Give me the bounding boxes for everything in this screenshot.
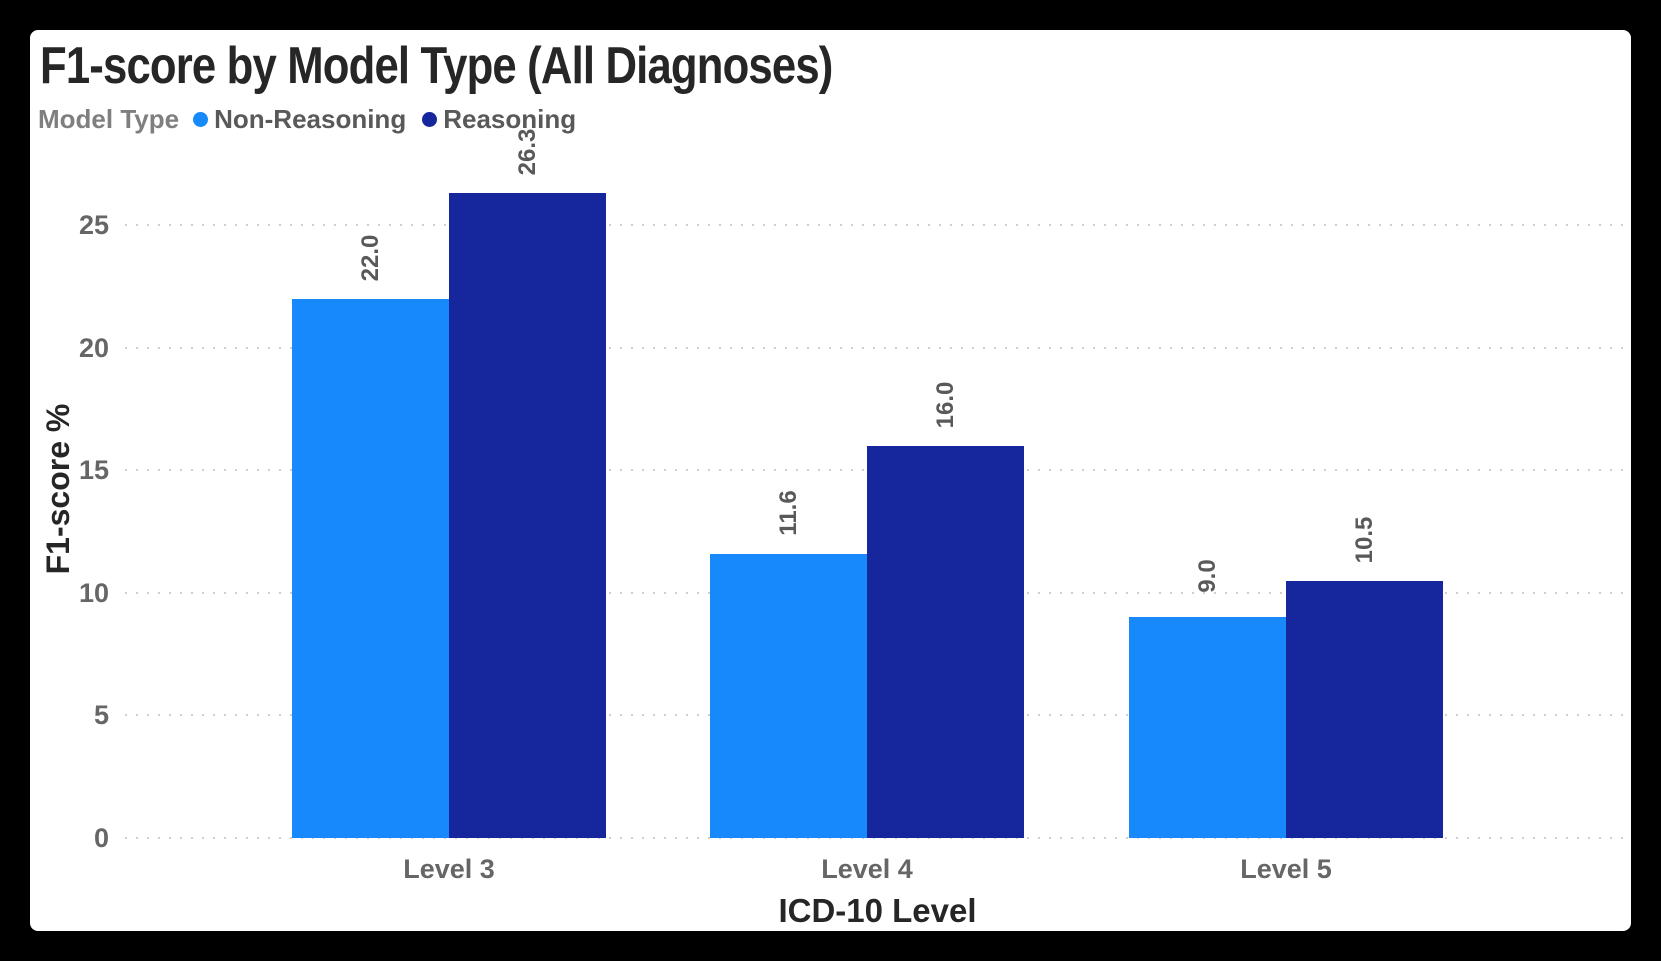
bar-reasoning-level-5: [1286, 580, 1443, 838]
chart-title: F1-score by Model Type (All Diagnoses): [40, 37, 833, 95]
bar-reasoning-level-3: [449, 193, 606, 838]
value-label: 11.6: [774, 489, 802, 536]
gridline-y20: [125, 346, 1630, 349]
plot-area: 0 5 10 15 20 25 22.0 26.3 Level 3 11.6 16.0 Level 4…: [79, 129, 1630, 884]
y-tick-label: 0: [93, 823, 109, 853]
legend-title: Model Type: [38, 104, 180, 134]
bar-non-reasoning-level-5: [1129, 617, 1286, 838]
legend-item-label: Non-Reasoning: [214, 104, 407, 134]
y-tick-label: 10: [78, 577, 109, 608]
bar-non-reasoning-level-4: [710, 553, 867, 838]
value-label: 22.0: [356, 234, 384, 281]
gridline-y0: [125, 837, 1630, 839]
legend-item-label: Reasoning: [443, 104, 577, 134]
bar-reasoning-level-4: [867, 445, 1024, 838]
y-axis-title: F1-score %: [40, 403, 76, 575]
value-label: 9.0: [1193, 559, 1221, 593]
value-label: 16.0: [931, 381, 959, 429]
y-tick-label: 20: [78, 332, 109, 363]
y-tick-label: 5: [93, 700, 109, 731]
x-tick-label-level-4: Level 4: [821, 854, 913, 884]
bar-non-reasoning-level-3: [292, 298, 449, 838]
legend-swatch-reasoning-icon: [422, 112, 438, 127]
legend-item-reasoning[interactable]: Reasoning: [422, 104, 576, 135]
x-tick-label-level-5: Level 5: [1240, 854, 1332, 884]
value-label: 10.5: [1350, 516, 1378, 563]
legend-item-non-reasoning[interactable]: Non-Reasoning: [193, 104, 406, 135]
legend: Model Type Non-Reasoning Reasoning: [38, 104, 592, 135]
chart-panel: F1-score by Model Type (All Diagnoses) M…: [30, 30, 1631, 931]
legend-swatch-non-reasoning-icon: [193, 112, 209, 127]
x-tick-label-level-3: Level 3: [403, 854, 495, 884]
value-label: 26.3: [513, 128, 541, 176]
x-axis-title: ICD-10 Level: [778, 892, 977, 929]
gridline-y25: [125, 224, 1630, 226]
y-tick-label: 25: [78, 210, 109, 240]
y-tick-label: 15: [78, 455, 109, 486]
